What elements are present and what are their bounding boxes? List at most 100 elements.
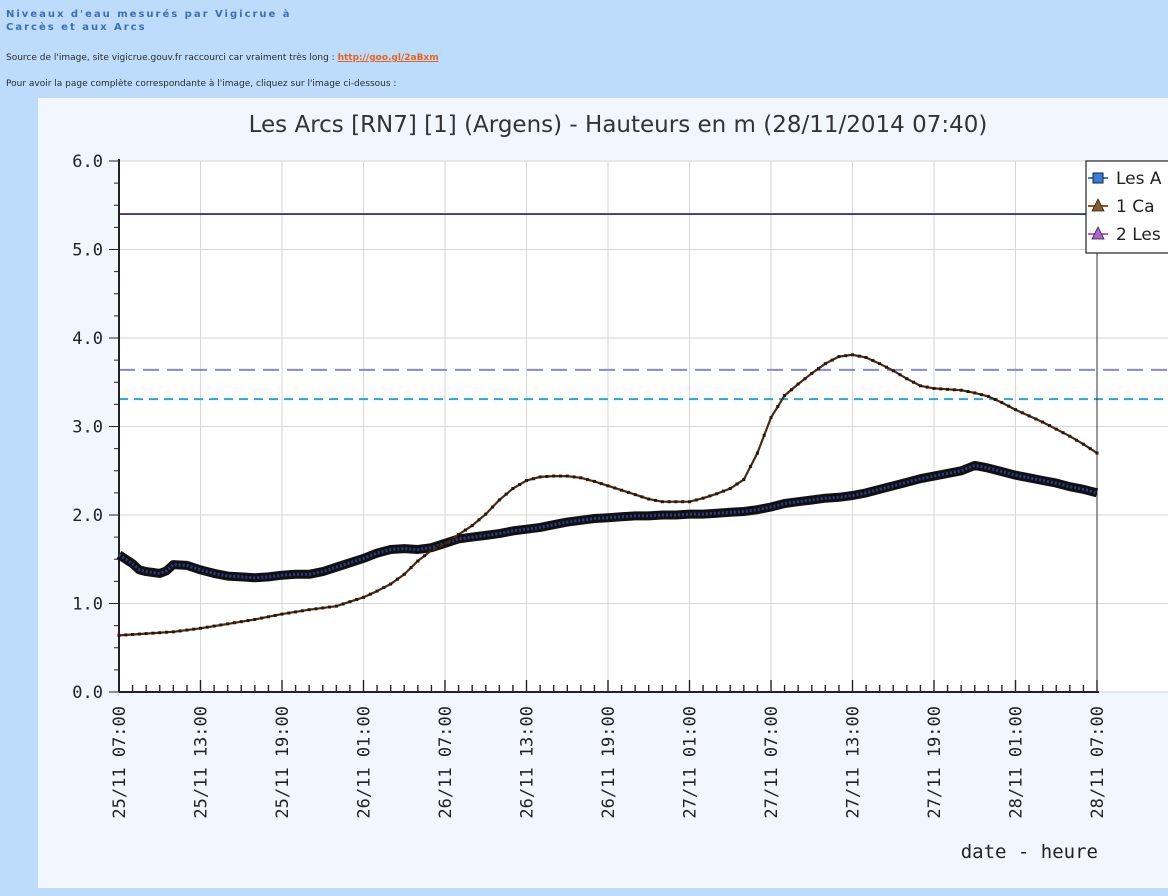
data-point [918,384,922,388]
data-point [796,382,800,386]
data-point [382,586,386,590]
data-point [341,602,345,606]
data-point [158,631,162,635]
data-point [660,500,664,504]
chart-title: Les Arcs [RN7] [1] (Argens) - Hauteurs e… [249,112,988,138]
data-point [260,616,264,620]
data-point [925,385,929,389]
data-point [830,358,834,362]
data-point [348,600,352,604]
x-tick-label: 27/11 19:00 [925,706,945,819]
legend: Les A 1 Ca 2 Les [1085,160,1168,254]
data-point [586,478,590,482]
data-point [171,630,175,634]
data-point [484,512,488,516]
series-les-arcs [116,460,1099,583]
data-point [932,386,936,390]
data-point [654,498,658,502]
data-point [715,492,719,496]
data-point [294,610,298,614]
data-point [776,405,780,409]
data-point [151,631,155,635]
data-point [1014,408,1017,412]
data-point [749,464,753,468]
data-point [674,500,678,504]
data-point [878,362,882,366]
data-point [477,518,481,522]
data-point [986,394,990,398]
data-point [525,478,528,482]
data-point [205,625,209,629]
post-title: Niveaux d'eau mesurés par Vigicrue à Car… [6,8,292,34]
source-link[interactable]: http://goo.gl/2aBxm [337,53,439,63]
data-point [905,377,909,381]
data-point [1041,420,1045,424]
x-tick-label: 26/11 19:00 [599,706,619,819]
data-point [572,475,576,479]
data-point [640,495,644,499]
water-level-chart: 0.0 1.0 2.0 3.0 4.0 5.0 6.0 25/11 07:00 25/11 13… [72,112,1168,863]
data-point [389,582,393,586]
data-point [314,607,318,611]
data-point [450,537,454,541]
data-point [368,592,372,596]
data-point [443,542,447,546]
data-point [253,617,257,621]
data-point [769,416,773,420]
data-point [864,355,868,359]
data-point [952,388,956,392]
data-point [592,479,596,483]
data-point [165,630,169,634]
data-point [355,598,359,602]
data-point [1020,411,1024,415]
data-point [701,496,705,500]
legend-label: 1 Ca [1116,197,1155,217]
data-point [565,474,569,478]
x-tick-label: 26/11 13:00 [518,706,538,819]
data-point [463,528,467,532]
data-point [857,354,861,358]
data-point [613,486,617,490]
data-point [144,632,148,636]
data-point [518,482,522,486]
data-point [1054,427,1058,431]
legend-marker [1091,226,1105,240]
data-point [226,622,230,626]
legend-marker [1092,172,1104,184]
data-point [497,498,501,502]
data-point [789,388,793,392]
data-point [545,475,549,479]
source-line: Source de l'image, site vigicrue.gouv.fr… [6,53,439,63]
data-point [980,393,984,397]
x-axis-label: date - heure [961,841,1098,863]
data-point [334,604,338,608]
data-point [375,589,379,593]
plot-layer: 0.0 1.0 2.0 3.0 4.0 5.0 6.0 25/11 07:00 25/11 13… [72,152,1168,819]
x-tick-label: 25/11 19:00 [273,706,293,819]
data-point [192,627,196,631]
data-point [728,486,732,490]
data-point [681,500,685,504]
y-tick-label: 2.0 [72,506,103,526]
data-point [620,488,624,492]
y-tick-label: 1.0 [72,595,103,615]
instruction-text: Pour avoir la page complète correspondan… [6,79,397,89]
data-point [266,615,270,619]
data-point [844,354,848,358]
data-point [1081,442,1085,446]
data-point [599,482,603,486]
data-point [817,367,821,371]
data-point [1068,434,1072,438]
data-point [199,626,202,630]
data-point [219,623,223,627]
y-tick-label: 5.0 [72,241,103,261]
data-point [1095,451,1099,455]
data-point [531,477,535,481]
data-point [131,632,135,636]
chart-image-link[interactable]: 0.0 1.0 2.0 3.0 4.0 5.0 6.0 25/11 07:00 25/11 13… [38,98,1168,888]
x-tick-label: 28/11 07:00 [1088,706,1108,819]
data-point [552,474,556,478]
data-point [884,365,888,369]
legend-label: 2 Les [1116,225,1161,245]
data-point [504,492,508,496]
